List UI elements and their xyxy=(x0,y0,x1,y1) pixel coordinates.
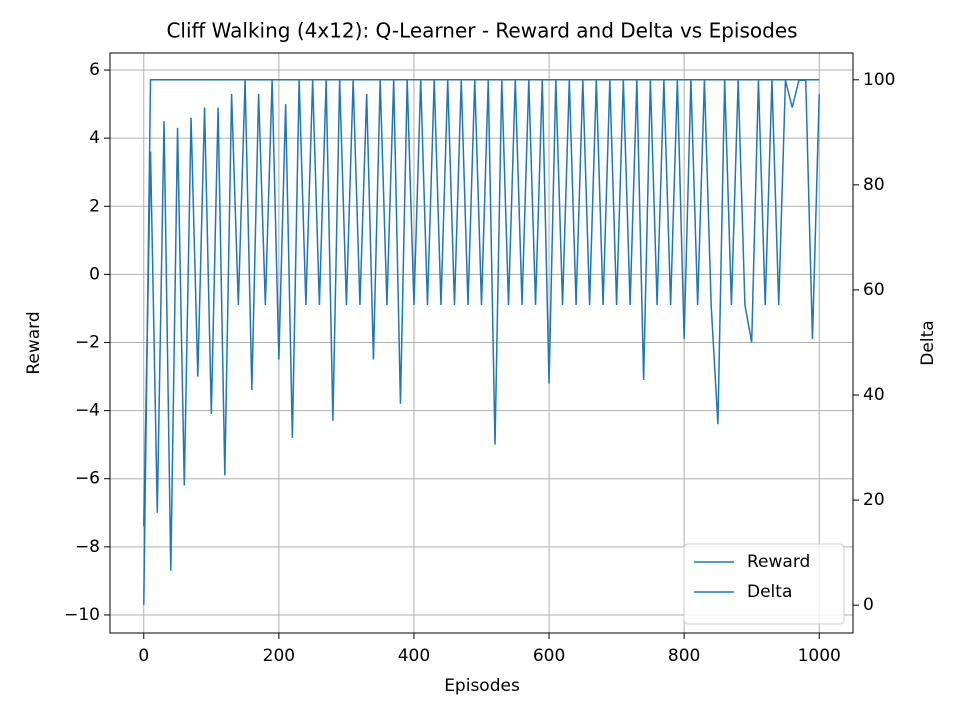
y-tick-label: 4 xyxy=(89,128,100,148)
y2-tick-label: 100 xyxy=(863,70,895,90)
x-tick-label: 200 xyxy=(263,646,295,666)
y-tick-label: 0 xyxy=(89,264,100,284)
chart-title: Cliff Walking (4x12): Q-Learner - Reward… xyxy=(166,19,797,43)
y-tick-label: −6 xyxy=(75,469,100,489)
y2-tick-label: 60 xyxy=(863,280,885,300)
plot-frame xyxy=(109,52,854,634)
y-tick-label: 2 xyxy=(89,196,100,216)
y2-tick-label: 0 xyxy=(863,595,874,615)
x-tick-label: 800 xyxy=(668,646,700,666)
y2-tick-label: 20 xyxy=(863,490,885,510)
x-tick-label: 1000 xyxy=(798,646,841,666)
legend-label: Reward xyxy=(747,552,810,572)
x-tick-label: 0 xyxy=(138,646,149,666)
line-series xyxy=(143,79,820,571)
y-tick-label: 6 xyxy=(89,60,100,80)
y-tick-label: −2 xyxy=(75,332,100,352)
y2-tick-label: 80 xyxy=(863,175,885,195)
y-tick-label: −4 xyxy=(75,401,100,421)
y-axis-label: Reward xyxy=(24,311,44,374)
x-tick-label: 400 xyxy=(398,646,430,666)
legend-box xyxy=(683,543,845,625)
x-tick-label: 600 xyxy=(533,646,565,666)
x-axis-label: Episodes xyxy=(444,676,520,696)
y-tick-label: −10 xyxy=(64,605,100,625)
line-series xyxy=(143,79,820,606)
y-tick-label: −8 xyxy=(75,537,100,557)
legend-label: Delta xyxy=(747,582,792,602)
y2-tick-label: 40 xyxy=(863,385,885,405)
y2-axis-label: Delta xyxy=(918,320,938,365)
